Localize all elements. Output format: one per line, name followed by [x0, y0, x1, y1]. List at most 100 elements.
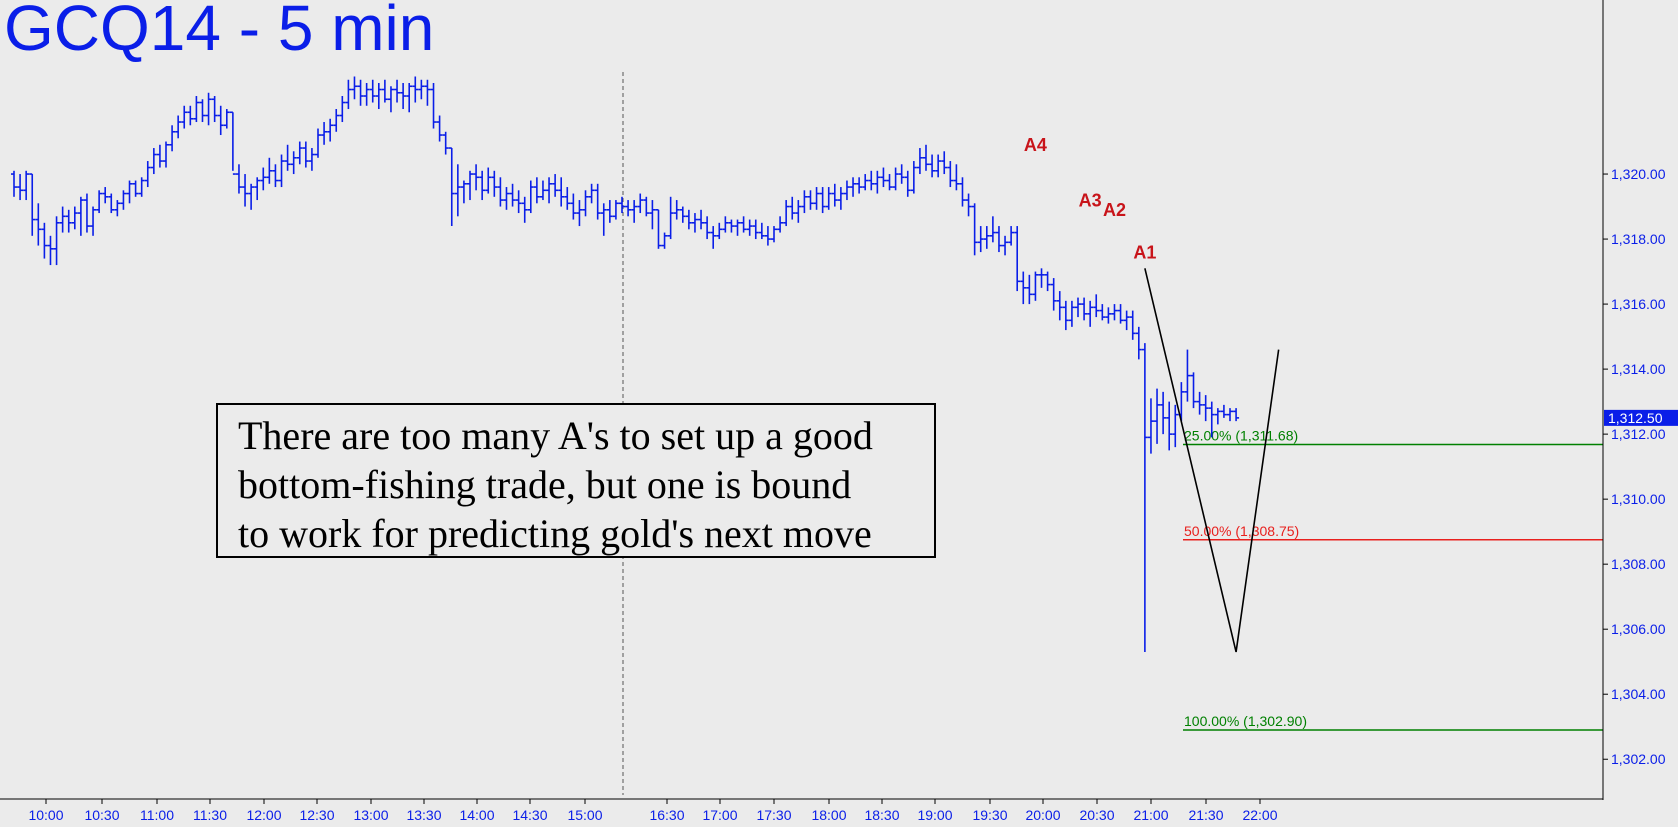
x-tick-label: 14:00	[459, 807, 494, 823]
ohlc-bar	[1062, 300, 1069, 331]
last-price-marker	[1604, 409, 1678, 426]
ohlc-bar	[65, 209, 72, 233]
ohlc-bar	[995, 226, 1002, 253]
ohlc-bar	[114, 200, 121, 217]
ohlc-bar	[691, 213, 698, 233]
ohlc-bar	[1184, 349, 1191, 402]
ohlc-bar	[351, 76, 358, 100]
ohlc-bar	[126, 180, 133, 204]
ohlc-bar	[570, 193, 577, 220]
ohlc-bar	[734, 219, 741, 236]
ohlc-bar	[497, 177, 504, 207]
y-tick-label: 1,308.00	[1611, 556, 1666, 572]
ohlc-bar	[132, 180, 139, 197]
ohlc-bar	[229, 111, 236, 175]
ohlc-bar	[783, 200, 790, 227]
ohlc-bar	[594, 183, 601, 220]
ohlc-bar	[266, 157, 273, 184]
ohlc-bar	[552, 174, 559, 197]
x-tick-label: 18:00	[811, 807, 846, 823]
x-tick-label: 19:00	[917, 807, 952, 823]
ohlc-bar	[442, 131, 449, 155]
x-tick-label: 20:00	[1025, 807, 1060, 823]
ohlc-bar	[290, 151, 297, 175]
ohlc-bar	[582, 190, 589, 217]
ohlc-bar	[746, 219, 753, 236]
ohlc-bar	[989, 216, 996, 243]
ohlc-bar	[564, 187, 571, 210]
ohlc-bar	[1166, 401, 1173, 451]
ohlc-bar	[1123, 310, 1130, 331]
ohlc-bar	[740, 216, 747, 233]
ohlc-bar	[558, 177, 565, 207]
fib-levels: 25.00% (1,311.68) 50.00% (1,308.75) 100.00…	[1183, 428, 1603, 731]
ohlc-bar	[83, 193, 90, 233]
ohlc-bar	[892, 167, 899, 191]
ohlc-bar	[685, 209, 692, 230]
ohlc-bar	[983, 226, 990, 249]
ohlc-bar	[929, 154, 936, 178]
ohlc-bar	[400, 83, 407, 110]
ohlc-bar	[424, 79, 431, 106]
ohlc-bar	[327, 118, 334, 142]
ohlc-bar	[387, 86, 394, 113]
ohlc-bar	[947, 161, 954, 188]
ohlc-bar	[515, 190, 522, 214]
ohlc-bar	[728, 219, 735, 233]
ohlc-bar	[874, 170, 881, 194]
x-tick-label: 18:30	[864, 807, 899, 823]
ohlc-bar	[959, 177, 966, 207]
ohlc-bar	[1214, 408, 1221, 425]
ohlc-bar	[1160, 391, 1167, 435]
ohlc-bar	[479, 170, 486, 201]
ohlc-bar	[1147, 398, 1154, 454]
ohlc-bar	[315, 128, 321, 158]
annotation-text: There are too many A's to set up a good …	[238, 413, 873, 556]
ohlc-bar	[381, 79, 388, 103]
ohlc-bar	[1117, 304, 1124, 324]
ohlc-bar	[904, 170, 911, 197]
ohlc-bar	[704, 216, 711, 240]
ohlc-bar	[1233, 408, 1240, 422]
point-label-a1: A1	[1133, 242, 1156, 262]
point-label-a3: A3	[1079, 190, 1102, 210]
ohlc-bar	[971, 203, 978, 256]
y-tick-label: 1,312.00	[1611, 426, 1666, 442]
ohlc-bar	[795, 200, 802, 223]
ohlc-bar	[777, 216, 784, 233]
ohlc-bar	[193, 96, 200, 123]
ohlc-bar	[1111, 304, 1118, 321]
ohlc-bar	[375, 83, 382, 110]
ohlc-bar	[254, 177, 261, 201]
ohlc-bar	[533, 177, 540, 204]
ohlc-bar	[1026, 274, 1033, 305]
ohlc-bar	[436, 115, 443, 142]
ohlc-bar	[679, 206, 686, 223]
ohlc-bar	[527, 180, 534, 214]
ohlc-bar	[771, 226, 777, 243]
ohlc-bar	[308, 148, 315, 171]
ohlc-bar	[758, 222, 765, 240]
ohlc-bar	[935, 154, 942, 178]
ohlc-bar	[1190, 372, 1197, 409]
ohlc-bar	[138, 177, 145, 197]
ohlc-bar	[59, 206, 66, 233]
ohlc-bar	[108, 193, 115, 214]
ohlc-bar	[673, 200, 680, 220]
ohlc-bar	[41, 222, 48, 259]
ohlc-bar	[886, 174, 893, 191]
fib-label: 100.00% (1,302.90)	[1184, 713, 1307, 729]
x-tick-label: 16:30	[649, 807, 684, 823]
ohlc-bar	[321, 122, 328, 145]
ohlc-bar	[880, 167, 887, 188]
ohlc-bar	[284, 144, 291, 171]
ohlc-bar	[1081, 297, 1088, 321]
point-labels: A4 A3 A2 A1	[1024, 135, 1156, 262]
ohlc-bar	[1196, 391, 1203, 415]
ohlc-bar	[1014, 226, 1021, 292]
ohlc-bar	[1135, 326, 1142, 360]
ohlc-bar	[1038, 268, 1045, 288]
ohlc-bar	[539, 180, 546, 201]
